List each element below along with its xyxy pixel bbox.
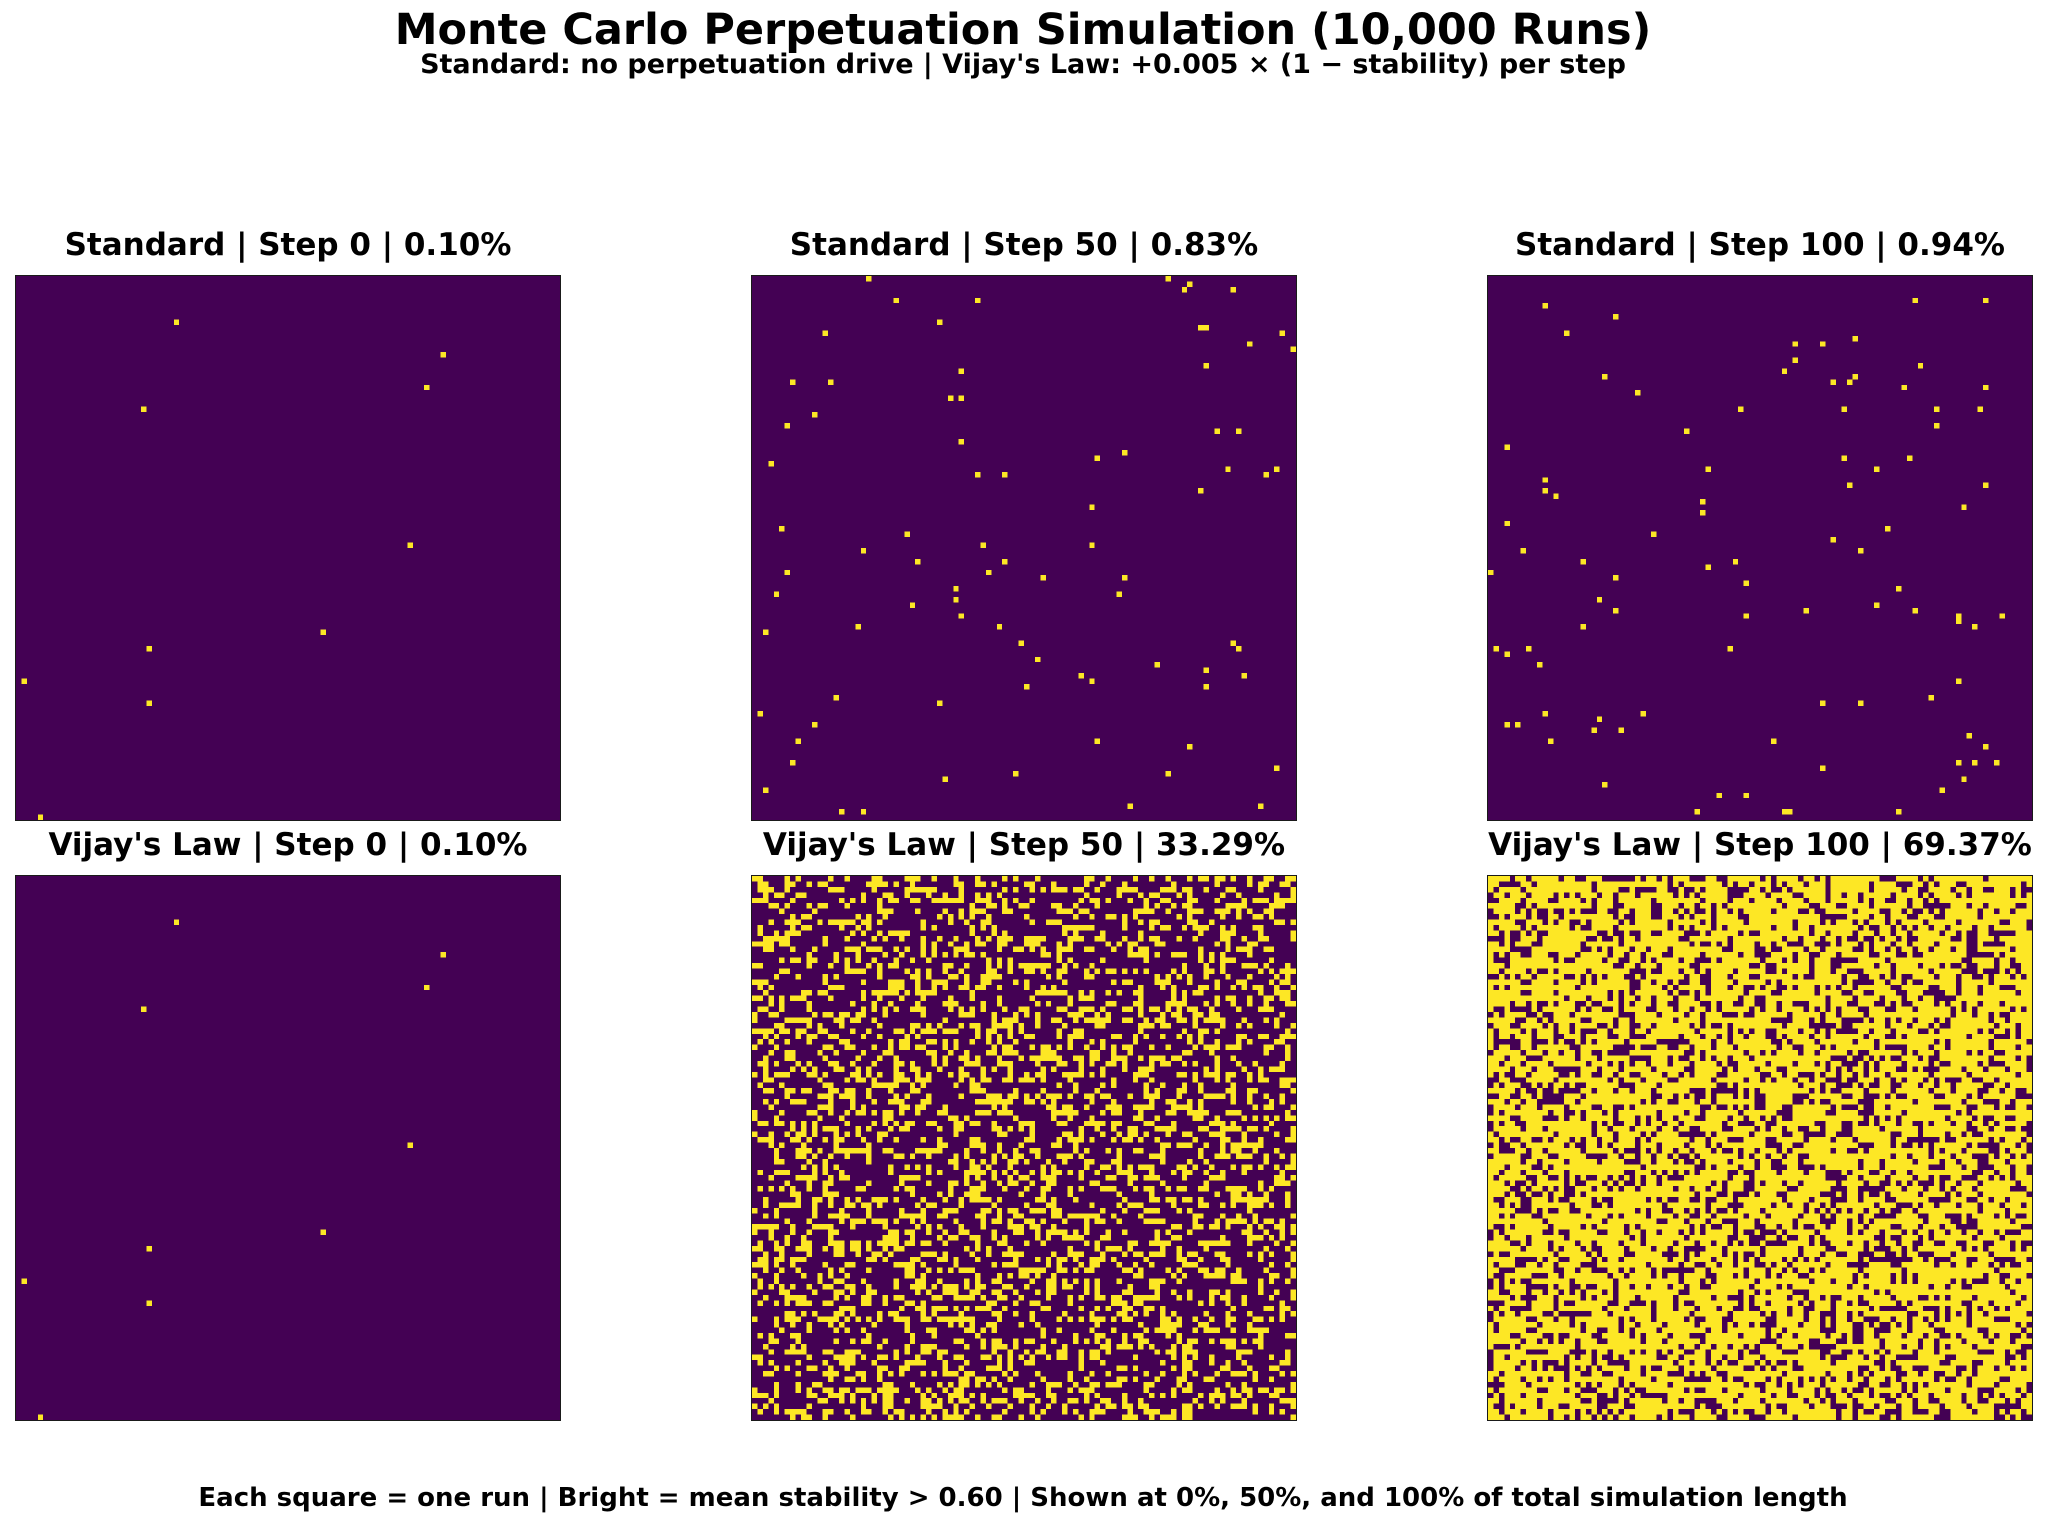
panel-title: Standard | Step 100 | 0.94% bbox=[1515, 227, 2005, 263]
panel-title: Vijay's Law | Step 0 | 0.10% bbox=[48, 827, 528, 863]
heatmap-frame bbox=[15, 875, 561, 1421]
heatmap-frame bbox=[751, 875, 1297, 1421]
heatmap-grid bbox=[1488, 876, 2032, 1420]
panel-title: Vijay's Law | Step 100 | 69.37% bbox=[1488, 827, 2032, 863]
heatmap-frame bbox=[1487, 875, 2033, 1421]
panel-title: Standard | Step 0 | 0.10% bbox=[64, 227, 512, 263]
heatmap-frame bbox=[1487, 275, 2033, 821]
heatmap-grid bbox=[16, 276, 560, 820]
heatmap-grid bbox=[1488, 276, 2032, 820]
heatmap-grid bbox=[752, 276, 1296, 820]
figure-title: Monte Carlo Perpetuation Simulation (10,… bbox=[394, 5, 1652, 55]
figure-subtitle: Standard: no perpetuation drive | Vijay'… bbox=[420, 49, 1626, 80]
heatmap-frame bbox=[751, 275, 1297, 821]
panel-title: Vijay's Law | Step 50 | 33.29% bbox=[762, 827, 1286, 863]
heatmap-grid bbox=[16, 876, 560, 1420]
heatmap-grid bbox=[752, 876, 1296, 1420]
heatmap-frame bbox=[15, 275, 561, 821]
panel-title: Standard | Step 50 | 0.83% bbox=[789, 227, 1259, 263]
figure-caption: Each square = one run | Bright = mean st… bbox=[198, 1483, 1848, 1513]
